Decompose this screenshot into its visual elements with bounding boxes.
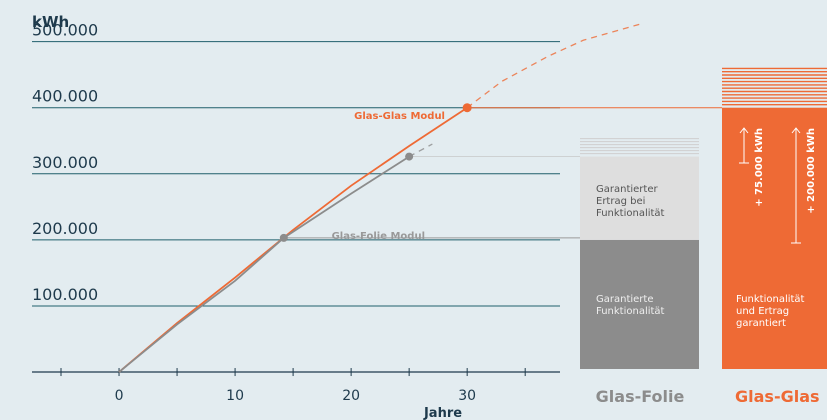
y-tick-label: 200.000 <box>32 219 98 238</box>
glas-glas-marker <box>462 103 472 113</box>
bar-glas-folie-functionality <box>580 239 699 369</box>
arrow-plus-200000-head <box>791 127 801 134</box>
y-tick-label: 100.000 <box>32 285 98 304</box>
glas-folie-projection <box>408 143 433 158</box>
bar-glas-folie-yield-label: Funktionalität <box>596 208 665 219</box>
y-tick-label: 400.000 <box>32 87 98 106</box>
x-axis-label: Jahre <box>423 406 462 420</box>
arrow-plus-75000-head <box>739 127 749 134</box>
arrow-plus-200000-label: + 200.000 kWh <box>806 128 817 214</box>
bar-glas-folie-yield-label: Garantierter <box>596 184 658 195</box>
bar-glas-glas-label: garantiert <box>736 318 786 329</box>
x-tick-label: 0 <box>115 388 124 404</box>
glas-glas-projection <box>466 23 642 109</box>
y-tick-label: 500.000 <box>32 21 98 40</box>
bar-glas-folie-functionality-label: Funktionalität <box>596 306 665 317</box>
bar-glas-glas-label: und Ertrag <box>736 306 789 317</box>
glas-glas-line <box>118 106 468 373</box>
bar-glas-glas-name: Glas-Glas <box>735 387 820 406</box>
bar-glas-glas-label: Funktionalität <box>736 294 805 305</box>
arrow-plus-75000-label: + 75.000 kWh <box>754 128 765 207</box>
bar-glas-folie-functionality-label: Garantierte <box>596 294 654 305</box>
series-label-glas-folie: Glas-Folie Modul <box>332 231 425 242</box>
y-tick-label: 300.000 <box>32 153 98 172</box>
x-tick-label: 30 <box>458 388 476 404</box>
x-tick-label: 20 <box>342 388 360 404</box>
glas-folie-marker <box>405 152 414 161</box>
bar-glas-folie-yield <box>580 156 699 240</box>
bar-glas-folie-yield-label: Ertrag bei <box>596 196 645 207</box>
series-label-glas-glas: Glas-Glas Modul <box>354 111 445 122</box>
x-tick-label: 10 <box>226 388 244 404</box>
y-axis-label: kWh <box>32 13 69 31</box>
bar-glas-glas <box>722 107 827 370</box>
glas-folie-line <box>118 155 410 373</box>
glas-folie-warranty-marker <box>279 233 288 242</box>
bar-glas-folie-name: Glas-Folie <box>596 387 685 406</box>
